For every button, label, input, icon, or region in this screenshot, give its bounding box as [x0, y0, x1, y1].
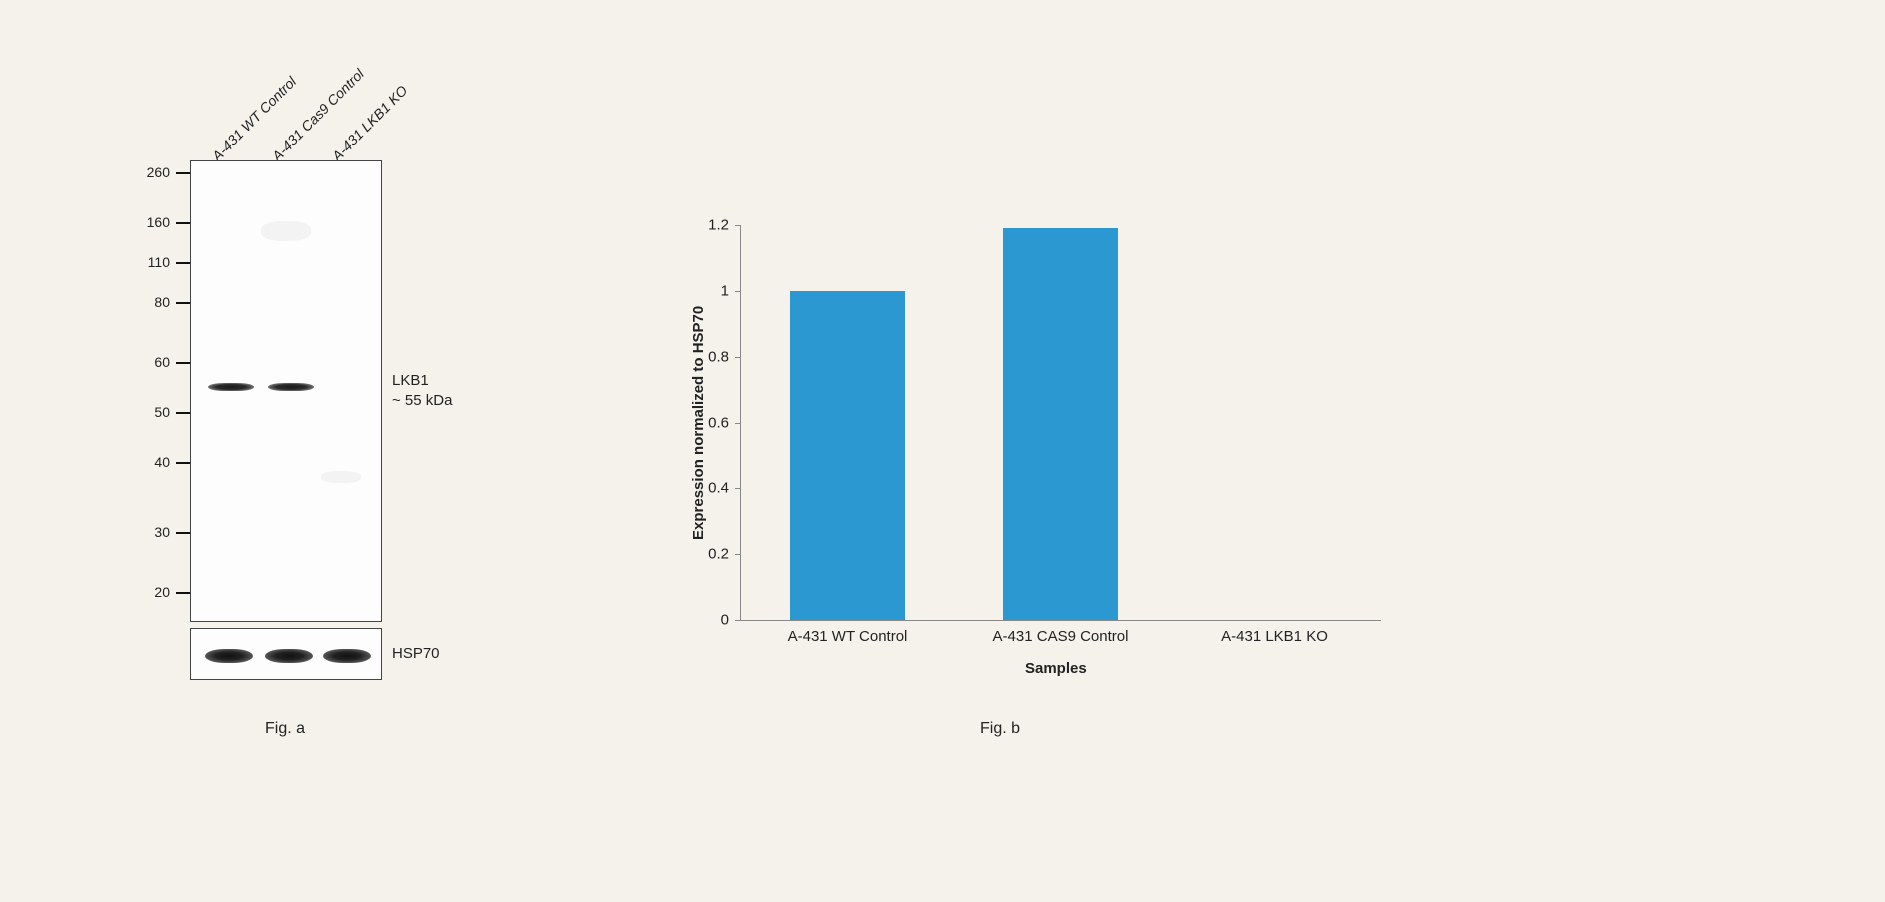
xtick-label-1: A-431 WT Control [788, 628, 908, 645]
page-root: A-431 WT Control A-431 Cas9 Control A-43… [0, 0, 1885, 902]
loading-blot [190, 628, 382, 680]
mw-60: 60 [154, 354, 190, 370]
band-lkb1-lane1 [208, 383, 254, 391]
mw-260: 260 [147, 164, 190, 180]
mw-30: 30 [154, 524, 190, 540]
band-lkb1-lane2 [268, 383, 314, 391]
blot-noise [261, 221, 311, 241]
target-label-line2: ~ 55 kDa [392, 392, 452, 409]
main-blot [190, 160, 382, 622]
band-hsp70-lane1 [205, 649, 253, 663]
chart-plot-area: 0 0.2 0.4 0.6 0.8 1 1.2 A-431 WT Control… [740, 225, 1381, 621]
ytick-label-02: 0.2 [708, 546, 729, 563]
ytick [735, 488, 741, 489]
mw-20: 20 [154, 584, 190, 600]
blot-noise [321, 471, 361, 483]
ytick-label-1: 1 [721, 282, 729, 299]
x-axis-title: Samples [1025, 660, 1087, 677]
target-label-line1: LKB1 [392, 372, 429, 389]
ytick [735, 423, 741, 424]
ytick-label-12: 1.2 [708, 217, 729, 234]
ytick [735, 291, 741, 292]
ytick-label-0: 0 [721, 612, 729, 629]
ytick [735, 620, 741, 621]
mw-40: 40 [154, 454, 190, 470]
ytick-label-04: 0.4 [708, 480, 729, 497]
loading-label: HSP70 [392, 645, 440, 662]
bar-wt [790, 291, 905, 620]
ytick [735, 225, 741, 226]
mw-80: 80 [154, 294, 190, 310]
blot-wrap [190, 160, 380, 680]
mw-110: 110 [148, 254, 190, 270]
band-hsp70-lane3 [323, 649, 371, 663]
fig-b-label: Fig. b [980, 720, 1020, 738]
y-axis-title: Expression normalized to HSP70 [690, 306, 707, 540]
fig-a-label: Fig. a [265, 720, 305, 738]
ytick [735, 357, 741, 358]
mw-50: 50 [154, 404, 190, 420]
band-hsp70-lane2 [265, 649, 313, 663]
xtick-label-2: A-431 CAS9 Control [993, 628, 1129, 645]
ytick-label-08: 0.8 [708, 348, 729, 365]
ytick-label-06: 0.6 [708, 414, 729, 431]
bar-cas9 [1003, 228, 1118, 620]
mw-160: 160 [147, 214, 190, 230]
ytick [735, 554, 741, 555]
xtick-label-3: A-431 LKB1 KO [1221, 628, 1328, 645]
